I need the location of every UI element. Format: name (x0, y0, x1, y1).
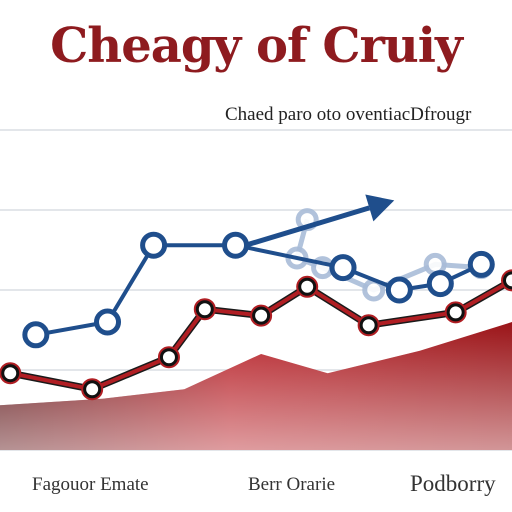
data-point (385, 276, 413, 304)
data-point (158, 347, 179, 368)
data-point-ring (0, 362, 22, 385)
data-point (329, 254, 357, 282)
data-point (94, 308, 122, 336)
data-point (445, 302, 466, 323)
data-point (426, 270, 454, 298)
data-point-ring (296, 275, 319, 298)
data-point (251, 305, 272, 326)
x-tick-label: Podborry (410, 471, 496, 496)
data-point (297, 276, 318, 297)
data-point (222, 231, 250, 259)
area-fade (0, 322, 512, 450)
blue-line-series (22, 231, 495, 349)
chart-subtitle: Chaed paro oto oventiacDfrougr (225, 104, 472, 125)
data-point-ring (444, 301, 467, 324)
data-point (82, 379, 103, 400)
data-point-ring (357, 314, 380, 337)
trend-arrow (245, 194, 395, 248)
data-point (358, 315, 379, 336)
data-point-ring (250, 304, 273, 327)
data-point (0, 363, 21, 384)
chart-title: Cheagy of Cruiy (50, 18, 463, 74)
red-line-series (0, 269, 512, 401)
data-point (140, 231, 168, 259)
x-tick-label: Berr Orarie (248, 474, 336, 495)
arrow-shaft (245, 205, 371, 248)
x-tick-label: Fagouor Emate (32, 474, 149, 495)
data-point (467, 250, 495, 278)
arrow-head (365, 194, 395, 222)
red-area-series (0, 322, 512, 450)
data-point-ring (193, 298, 216, 321)
data-point (194, 299, 215, 320)
data-point-ring (157, 346, 180, 369)
data-point-ring (81, 378, 104, 401)
data-point (22, 321, 50, 349)
data-point-ring (501, 269, 512, 292)
data-point (502, 270, 512, 291)
